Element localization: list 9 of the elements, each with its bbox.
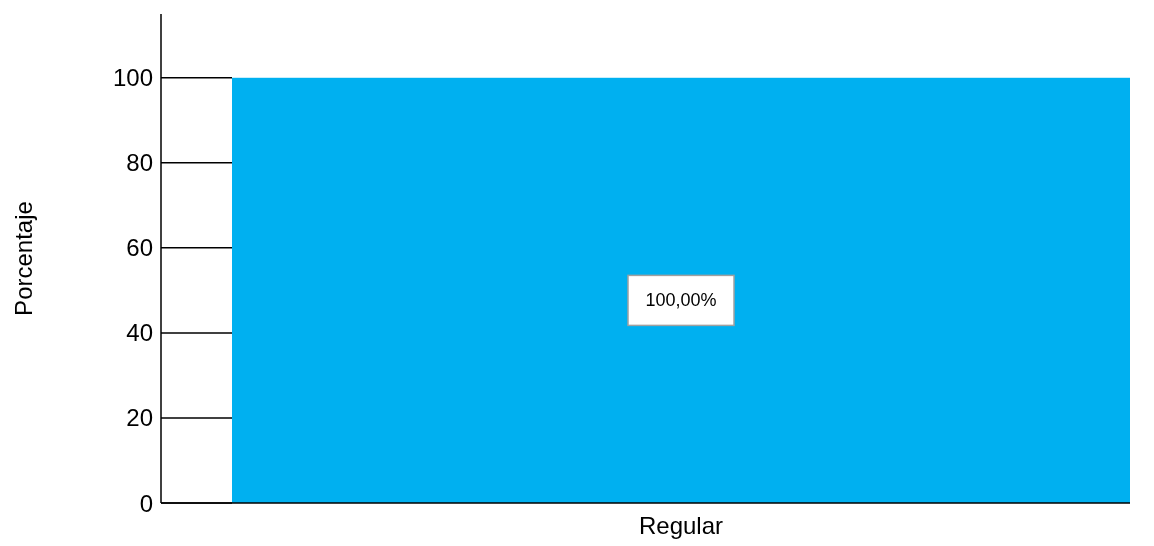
data-label: 100,00% <box>645 290 717 311</box>
x-tick-label: Regular <box>638 512 724 539</box>
y-tick-label: 0 <box>139 489 153 517</box>
y-axis-title: Porcentaje <box>10 201 37 316</box>
y-tick-label: 40 <box>126 319 153 347</box>
y-tick-label: 20 <box>126 404 153 432</box>
y-tick-label: 80 <box>126 149 153 177</box>
y-tick-label: 100 <box>112 64 153 92</box>
y-tick-label: 60 <box>126 234 153 262</box>
